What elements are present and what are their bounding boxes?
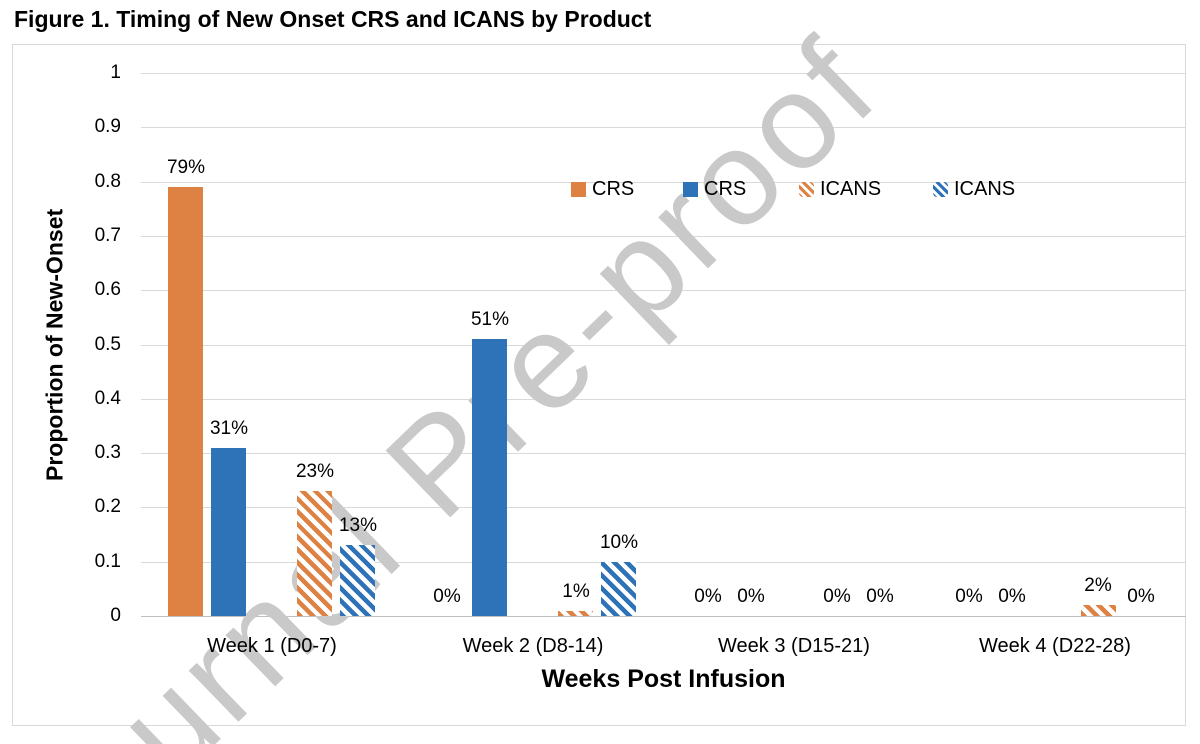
gridline (141, 344, 1186, 346)
data-label: 13% (338, 515, 378, 536)
y-axis-title: Proportion of New-Onset (41, 208, 68, 481)
legend-item-icans-a: ICANS (799, 176, 881, 202)
bar-crs-a-week1 (168, 187, 203, 616)
gridline (141, 127, 1186, 129)
y-tick-label: 0 (110, 605, 121, 626)
y-tick-label: 0.2 (94, 496, 121, 518)
data-label: 2% (1084, 575, 1112, 596)
bar-icans-a-week2 (558, 611, 593, 616)
data-label: 0% (955, 586, 983, 607)
legend-label: ICANS (820, 177, 882, 200)
bar-icans-b-week1 (340, 545, 375, 616)
data-label: 51% (470, 309, 510, 330)
bar-icans-a-week1 (297, 491, 332, 616)
x-category-label: Week 1 (D0-7) (207, 635, 337, 657)
x-category-label: Week 2 (D8-14) (462, 635, 604, 657)
y-tick-label: 0.8 (94, 170, 121, 192)
data-label: 1% (562, 581, 590, 602)
legend-label: CRS (704, 177, 747, 200)
y-tick-label: 0.6 (94, 279, 121, 301)
data-label: 0% (433, 586, 461, 607)
y-tick-label: 1 (110, 62, 121, 83)
legend-item-crs-b: CRS (683, 176, 746, 202)
legend-marker-hatched-icon (933, 181, 948, 197)
data-label: 0% (998, 586, 1026, 607)
legend-label: CRS (592, 177, 635, 200)
legend-marker-solid-icon (683, 181, 698, 197)
gridline (141, 181, 1186, 183)
x-axis-line (141, 616, 1186, 617)
legend-item-icans-b: ICANS (933, 176, 1015, 202)
y-tick-label: 0.7 (94, 224, 121, 246)
y-tick-label: 0.3 (94, 442, 121, 464)
data-label: 0% (823, 586, 851, 607)
x-category-label: Week 4 (D22-28) (979, 635, 1131, 657)
legend-label: ICANS (954, 177, 1016, 200)
legend-item-crs-a: CRS (571, 176, 634, 202)
gridline (141, 235, 1186, 237)
legend: CRS CRS ICANS ICANS (13, 176, 1185, 202)
chart-area: Journal Pre-proof 79% 31% 23% 13% 0% 51% 1% 10%… (0, 9, 1186, 744)
y-tick-label: 0.9 (94, 116, 121, 138)
bar-crs-b-week2 (472, 339, 507, 616)
data-label: 31% (209, 418, 249, 439)
legend-marker-solid-icon (571, 181, 586, 197)
gridline (141, 398, 1186, 400)
gridline (141, 507, 1186, 509)
data-label: 23% (295, 461, 335, 482)
data-label: 0% (866, 586, 894, 607)
bar-icans-a-week4 (1081, 605, 1116, 616)
bar-crs-b-week1 (211, 448, 246, 616)
y-tick-label: 0.4 (94, 387, 121, 409)
data-label: 0% (694, 586, 722, 607)
gridline (141, 290, 1186, 292)
bar-icans-b-week2 (601, 562, 636, 616)
figure-title: Figure 1. Timing of New Onset CRS and IC… (14, 6, 652, 32)
legend-marker-hatched-icon (799, 181, 814, 197)
gridline (141, 73, 1186, 74)
data-label: 0% (1127, 586, 1155, 607)
y-tick-label: 0.1 (94, 550, 121, 572)
gridline (141, 453, 1186, 455)
data-label: 0% (737, 586, 765, 607)
gridline (141, 561, 1186, 563)
data-label: 10% (599, 532, 639, 553)
data-label: 79% (166, 157, 206, 178)
x-category-label: Week 3 (D15-21) (718, 635, 870, 657)
y-tick-label: 0.5 (94, 333, 121, 355)
x-axis-title: Weeks Post Infusion (541, 665, 786, 693)
